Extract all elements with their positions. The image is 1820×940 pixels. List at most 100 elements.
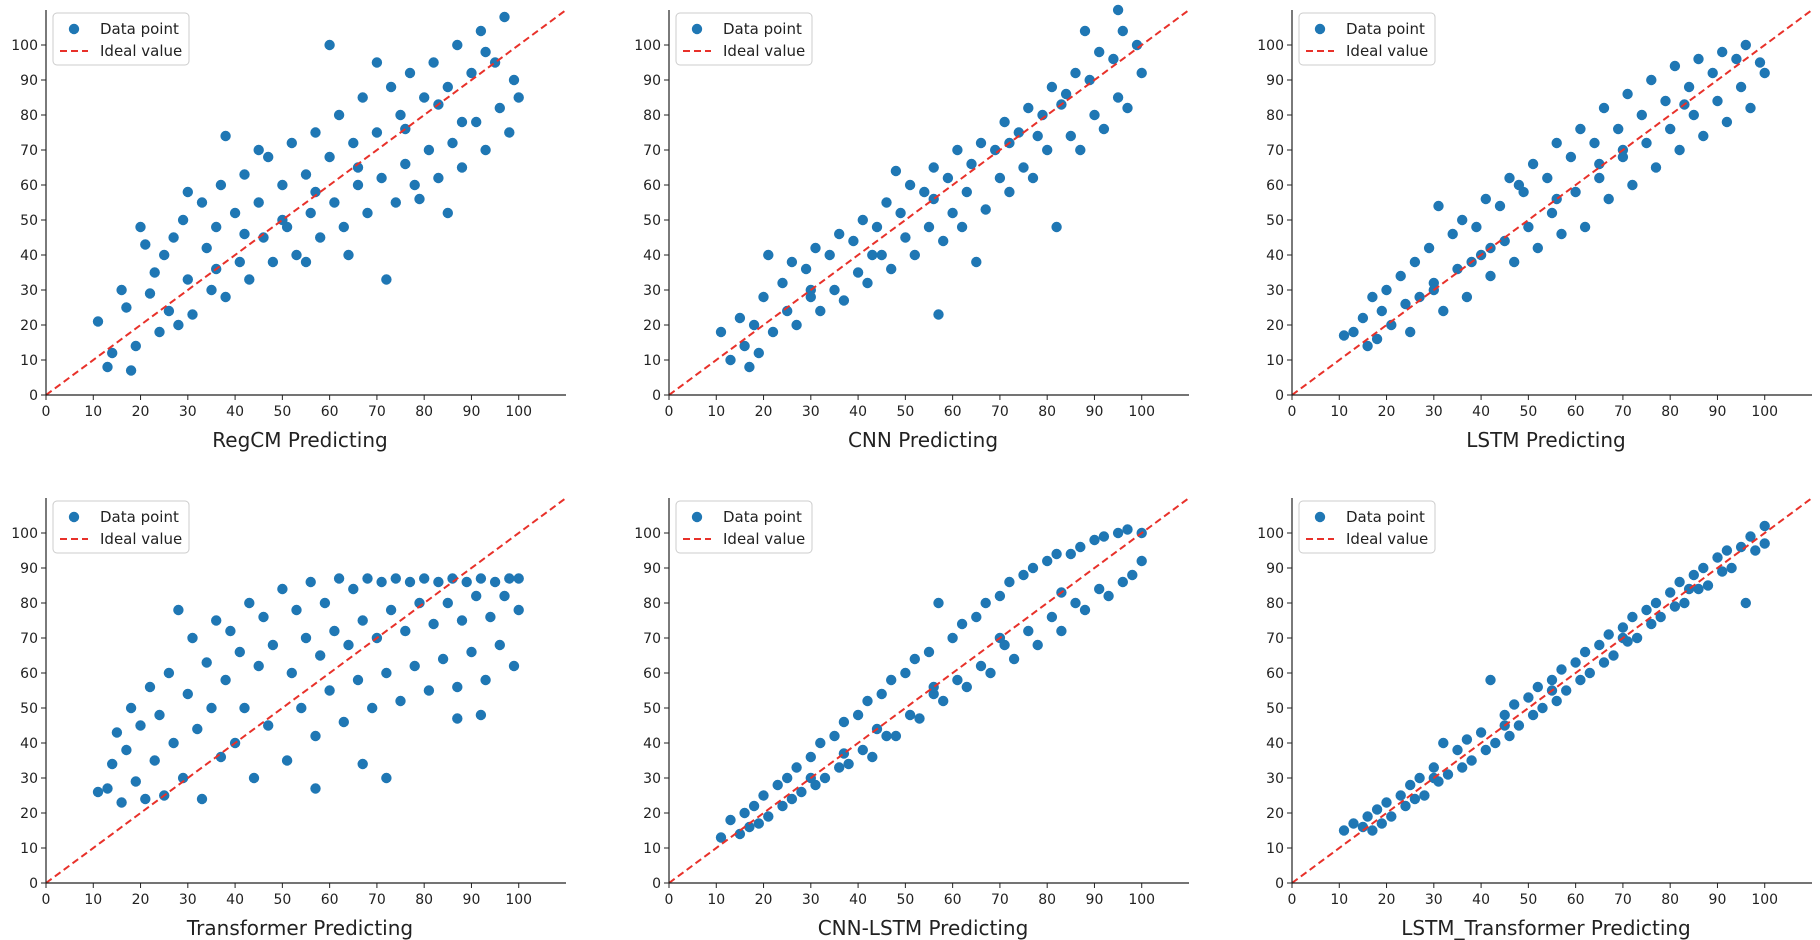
data-point xyxy=(1127,569,1138,581)
x-tick-label: 70 xyxy=(1614,892,1632,908)
x-tick-label: 10 xyxy=(1330,892,1348,908)
data-point xyxy=(475,709,487,721)
y-tick-label: 40 xyxy=(1266,736,1284,752)
data-point xyxy=(248,772,260,784)
legend-data-label: Data point xyxy=(100,20,179,38)
data-point xyxy=(116,797,127,808)
data-point xyxy=(111,727,123,738)
data-point xyxy=(975,137,987,149)
data-point xyxy=(296,702,307,714)
data-point xyxy=(1027,172,1039,184)
data-point xyxy=(390,197,401,208)
data-point xyxy=(494,102,505,114)
data-point xyxy=(201,242,212,254)
x-tick-label: 80 xyxy=(1038,892,1056,908)
data-point xyxy=(315,232,326,243)
data-point xyxy=(725,354,736,366)
data-point xyxy=(994,172,1006,184)
scatter-panel-3: 0 10 20 30 40 50 60 70 80 90 100 0 10 20 30 40 50 60 70 80 9… xyxy=(1257,9,1813,452)
data-point xyxy=(400,158,411,170)
data-point xyxy=(1627,179,1638,191)
x-tick-label: 70 xyxy=(991,892,1009,908)
data-point xyxy=(1721,545,1733,556)
legend-data-label: Data point xyxy=(1346,508,1425,526)
data-point xyxy=(739,807,750,819)
data-point xyxy=(177,772,189,784)
data-point xyxy=(838,295,850,306)
data-point xyxy=(144,681,156,693)
y-tick-label: 40 xyxy=(1266,248,1284,264)
data-point xyxy=(975,660,987,672)
data-point xyxy=(452,39,463,51)
y-tick-label: 90 xyxy=(20,561,38,577)
x-tick-label: 70 xyxy=(368,404,386,420)
data-point xyxy=(338,716,349,728)
data-point xyxy=(1452,263,1463,275)
data-point xyxy=(409,660,420,672)
x-tick-label: 60 xyxy=(321,892,339,908)
data-point xyxy=(1693,53,1704,65)
data-point xyxy=(456,615,468,626)
data-point xyxy=(300,632,312,644)
y-tick-label: 60 xyxy=(20,666,38,682)
data-point xyxy=(140,239,151,250)
data-point xyxy=(1065,130,1077,142)
data-point xyxy=(1679,597,1690,609)
x-axis-label: CNN-LSTM Predicting xyxy=(818,916,1029,940)
data-point xyxy=(1419,790,1430,801)
data-point xyxy=(187,309,198,320)
data-point xyxy=(1386,811,1397,822)
data-point xyxy=(1613,123,1624,135)
x-tick-label: 60 xyxy=(1567,404,1585,420)
y-tick-label: 0 xyxy=(29,388,38,404)
legend-ideal-label: Ideal value xyxy=(100,42,182,60)
data-point xyxy=(381,772,392,784)
y-tick-label: 0 xyxy=(1275,876,1284,892)
data-point xyxy=(1598,657,1610,668)
legend-data-marker xyxy=(691,511,703,523)
data-point xyxy=(1046,81,1058,93)
data-point xyxy=(1023,102,1034,114)
x-tick-label: 100 xyxy=(1751,404,1778,420)
data-point xyxy=(404,576,416,588)
data-point xyxy=(357,758,368,770)
data-point xyxy=(1395,790,1406,801)
data-point xyxy=(744,361,755,373)
data-point xyxy=(999,116,1010,128)
data-point xyxy=(867,249,878,261)
data-point xyxy=(452,713,463,724)
data-point xyxy=(1428,762,1440,773)
legend-data-label: Data point xyxy=(723,20,802,38)
data-point xyxy=(428,618,439,630)
y-tick-label: 10 xyxy=(1266,353,1284,369)
data-point xyxy=(1504,172,1515,184)
data-point xyxy=(1461,291,1473,303)
data-point xyxy=(1070,597,1081,609)
y-tick-label: 100 xyxy=(11,526,38,542)
x-tick-label: 20 xyxy=(755,404,773,420)
data-point xyxy=(352,674,364,686)
data-point xyxy=(923,646,935,658)
data-point xyxy=(876,688,887,700)
data-point xyxy=(211,615,222,626)
y-tick-label: 80 xyxy=(1266,596,1284,612)
data-point xyxy=(734,312,746,324)
data-point xyxy=(329,625,340,637)
x-tick-label: 100 xyxy=(1128,404,1155,420)
data-point xyxy=(1669,601,1681,612)
data-point xyxy=(343,639,354,651)
x-tick-label: 40 xyxy=(849,404,867,420)
data-point xyxy=(135,720,146,731)
data-point xyxy=(485,611,496,623)
data-point xyxy=(815,737,826,749)
data-point xyxy=(1070,67,1081,79)
data-point xyxy=(1466,755,1477,766)
data-point xyxy=(715,326,727,338)
data-point xyxy=(504,127,515,138)
x-tick-label: 30 xyxy=(802,404,820,420)
legend-ideal-label: Ideal value xyxy=(100,530,182,548)
x-tick-label: 20 xyxy=(1378,404,1396,420)
data-point xyxy=(348,137,359,149)
data-point xyxy=(1018,162,1029,173)
x-axis-label: LSTM Predicting xyxy=(1466,428,1625,452)
